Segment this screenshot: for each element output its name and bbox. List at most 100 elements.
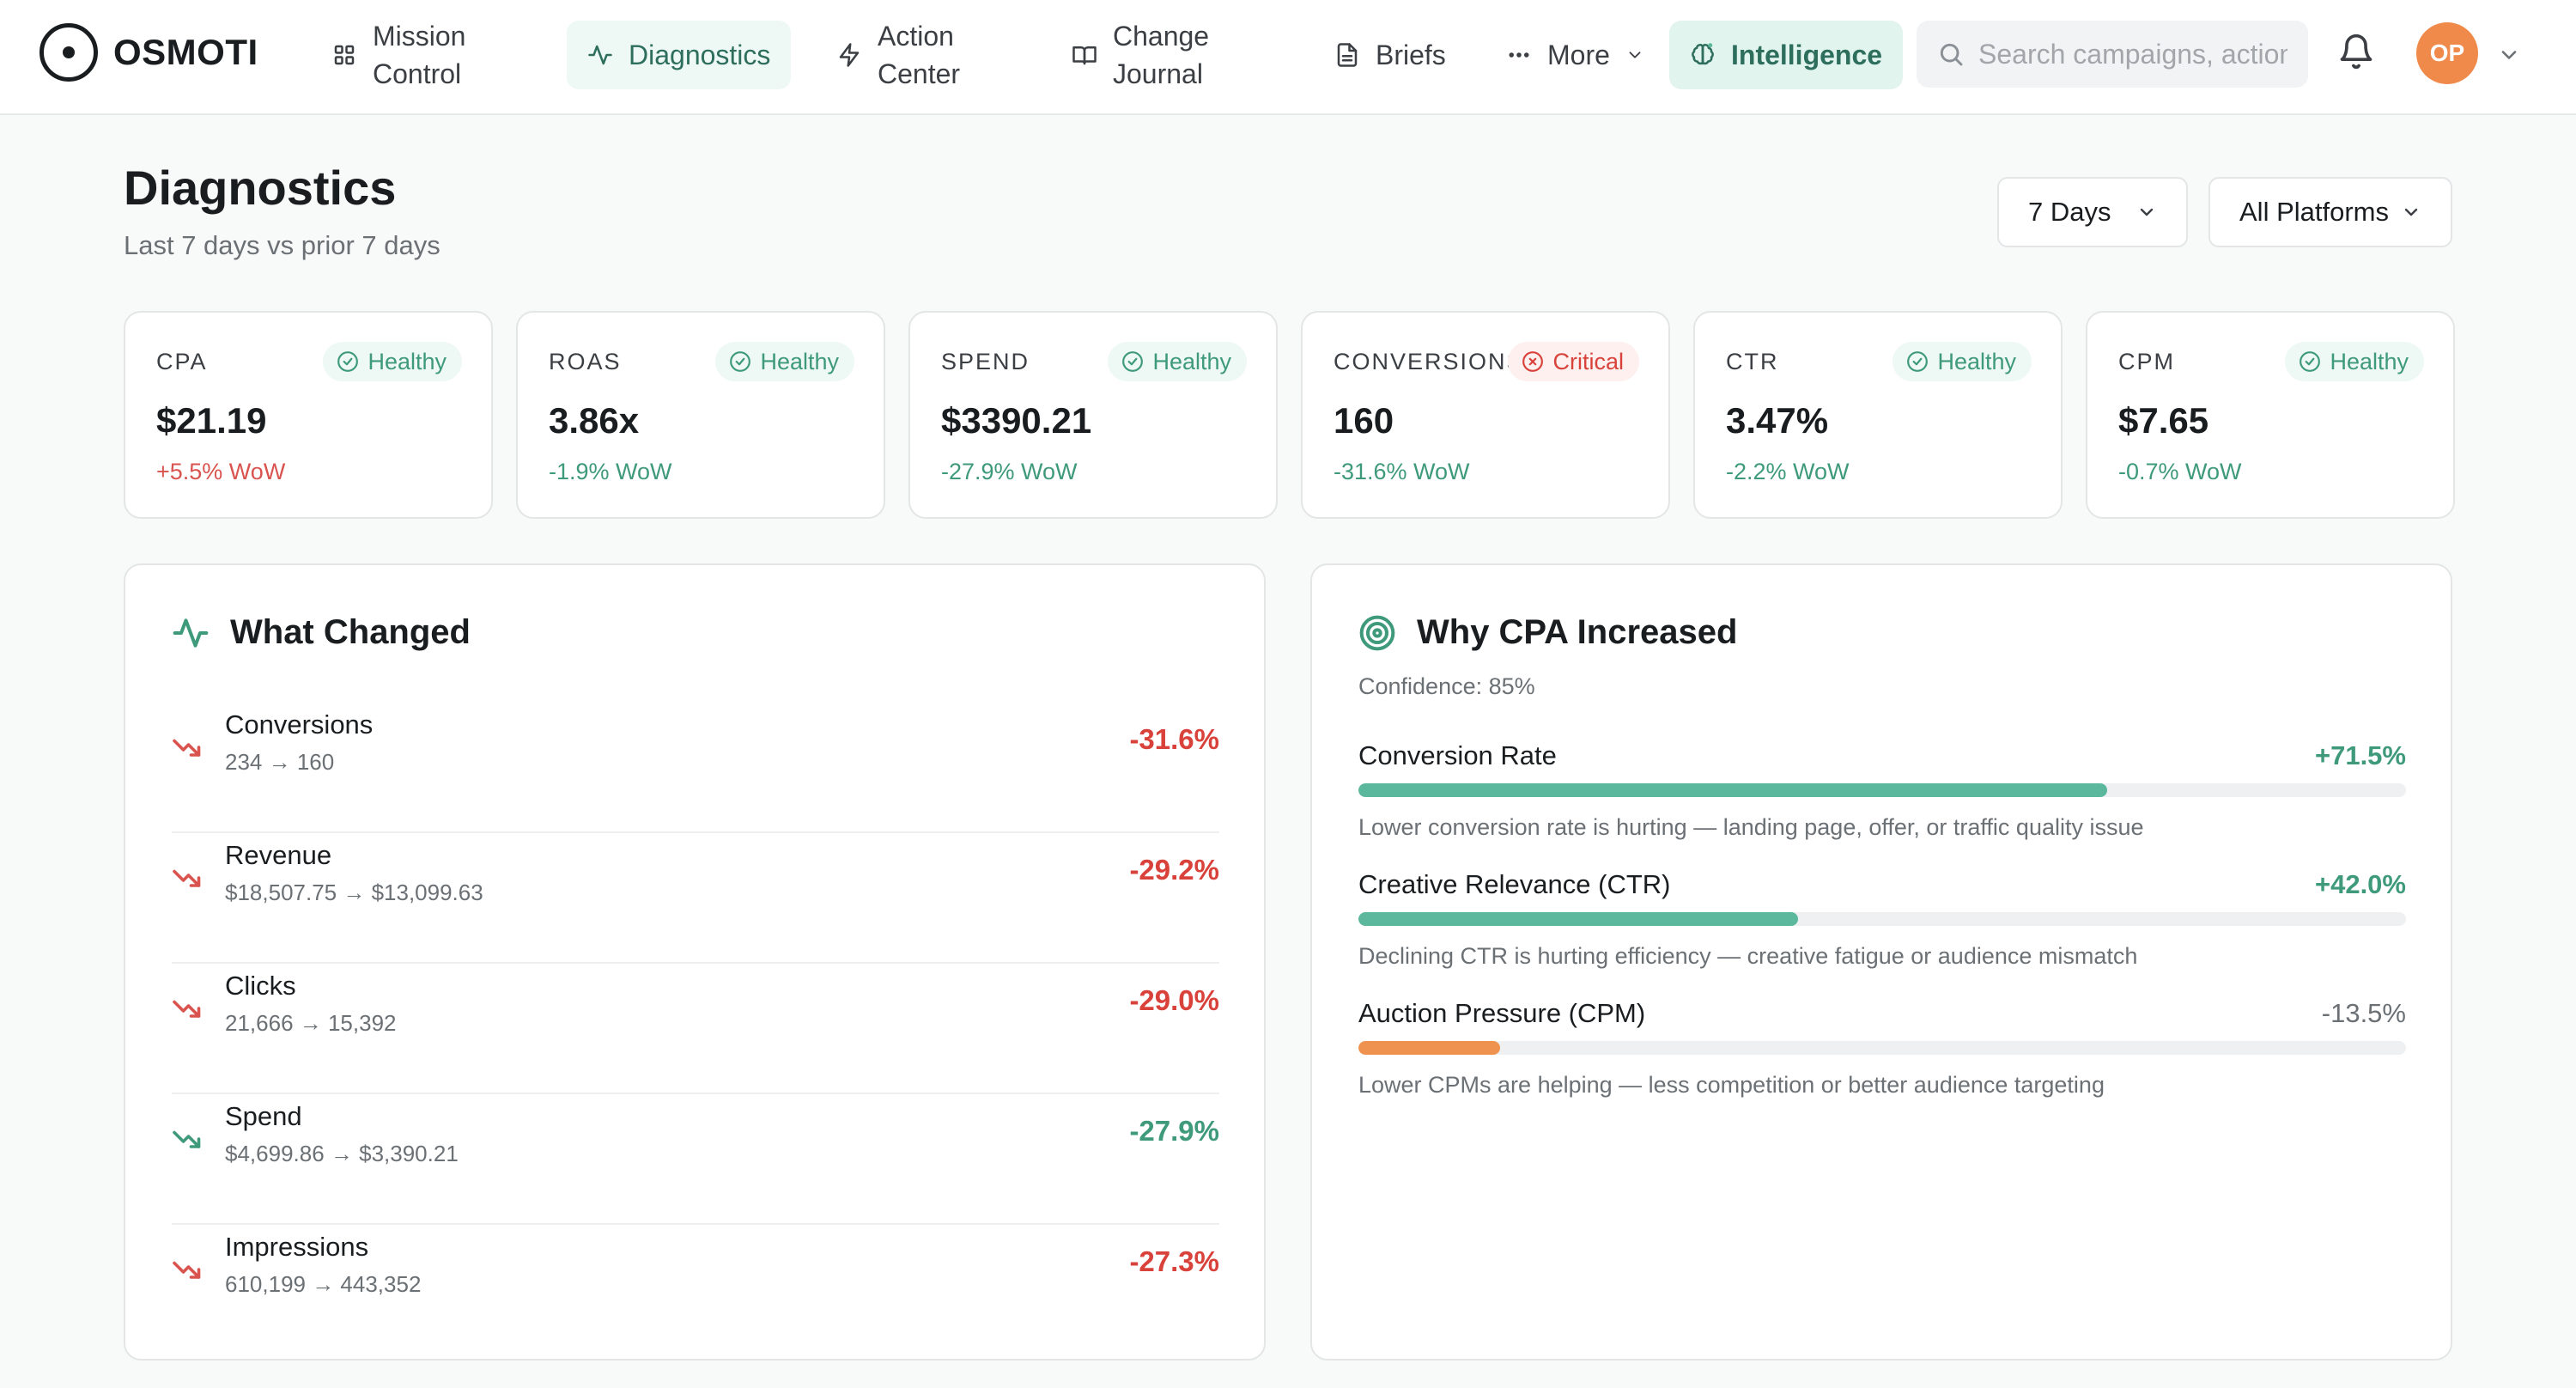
date-range-value: 7 Days [2028,197,2111,227]
book-open-icon [1072,46,1097,65]
metric-name: Revenue [225,840,332,870]
driver-bar-track [1358,912,2406,926]
driver-impact: +71.5% [2314,740,2406,770]
metric-name: Clicks [225,971,296,1001]
check-circle-icon [1122,351,1144,372]
status-text: Healthy [1937,348,2016,374]
nav-item-briefs[interactable]: Briefs [1314,21,1467,89]
kpi-label: CPA [156,349,208,374]
activity-icon [588,45,612,65]
metric-change: -29.2% [1129,854,1219,886]
search-icon [1940,43,1963,66]
logo-mark-icon [39,23,98,82]
cpa-driver: Conversion Rate +71.5% Lower conversion ra… [1358,740,2406,852]
nav-item-intelligence[interactable]: Intelligence [1669,21,1904,89]
kpi-value: 3.86x [549,400,640,441]
notifications-button[interactable] [2337,33,2379,74]
metric-change: -31.6% [1129,723,1219,755]
kpi-card-roas[interactable]: ROAS Healthy 3.86x -1.9% WoW [516,311,885,519]
driver-description: Lower conversion rate is hurting — landi… [1358,814,2144,840]
x-circle-icon [1522,351,1544,372]
trend-indicator [172,1123,203,1154]
more-horizontal-icon [1509,52,1529,58]
kpi-value: 3.47% [1726,400,1829,441]
status-text: Healthy [368,348,447,374]
change-row: Impressions 610,199 → 443,352 -27.3% [172,1225,1219,1355]
kpi-delta: -31.6% WoW [1334,459,1470,484]
change-row: Revenue $18,507.75 → $13,099.63 -29.2% [172,833,1219,964]
activity-icon [173,618,209,648]
cpa-driver: Auction Pressure (CPM) -13.5% Lower CPMs a… [1358,998,2406,1110]
top-nav: OSMOTI Mission Control Diagnostics Actio… [0,0,2576,115]
file-text-icon [1337,43,1358,67]
chevron-down-icon [2140,208,2154,216]
metric-name: Impressions [225,1232,369,1262]
trending-down-icon [173,739,201,757]
kpi-value: $21.19 [156,400,267,441]
page-title: Diagnostics [124,161,397,215]
kpi-card-spend[interactable]: SPEND Healthy $3390.21 -27.9% WoW [908,311,1278,519]
driver-description: Lower CPMs are helping — less competitio… [1358,1072,2105,1098]
search-input[interactable] [1978,38,2287,70]
change-row: Spend $4,699.86 → $3,390.21 -27.9% [172,1094,1219,1225]
panel-header: Why CPA Increased [1358,613,1737,652]
platform-select[interactable]: All Platforms [2208,177,2452,247]
driver-impact: -13.5% [2321,998,2406,1028]
avatar[interactable]: OP [2416,22,2478,84]
account-menu-toggle[interactable] [2497,43,2521,67]
check-circle-icon [1907,351,1929,372]
chevron-down-icon [2501,51,2517,59]
nav-item-mission-control[interactable]: Mission Control [311,21,513,89]
status-badge: Healthy [2285,342,2424,381]
nav-item-diagnostics[interactable]: Diagnostics [567,21,792,89]
trend-indicator [172,1254,203,1285]
nav-item-action-center[interactable]: Action Center [816,21,1018,89]
chevron-down-icon [1629,52,1641,58]
platform-value: All Platforms [2239,197,2389,227]
kpi-delta: -2.2% WoW [1726,459,1850,484]
change-row: Conversions 234 → 160 -31.6% [172,703,1219,833]
trending-down-icon [173,1000,201,1018]
change-row: Clicks 21,666 → 15,392 -29.0% [172,964,1219,1094]
metric-name: Spend [225,1101,302,1131]
nav-item-label: Action Center [878,21,961,89]
kpi-card-cpm[interactable]: CPM Healthy $7.65 -0.7% WoW [2086,311,2455,519]
kpi-card-ctr[interactable]: CTR Healthy 3.47% -2.2% WoW [1693,311,2063,519]
page-subtitle: Last 7 days vs prior 7 days [124,230,440,260]
kpi-label: ROAS [549,349,622,374]
trend-indicator [172,732,203,763]
target-icon [1359,615,1395,650]
metric-change: -27.3% [1129,1245,1219,1277]
nav-item-more[interactable]: More [1485,21,1665,89]
nav-item-label: Change Journal [1113,21,1210,89]
search-box[interactable] [1917,21,2308,88]
trending-down-icon [173,1261,201,1279]
status-badge: Healthy [1893,342,2032,381]
driver-impact: +42.0% [2314,869,2406,899]
confidence-label: Confidence: 85% [1358,673,1535,699]
panel-title: Why CPA Increased [1417,613,1738,651]
kpi-label: CTR [1726,349,1779,374]
bell-icon [2340,33,2372,69]
status-badge: Healthy [715,342,854,381]
nav-item-label: Diagnostics [629,40,771,70]
driver-name: Creative Relevance (CTR) [1358,869,1671,899]
kpi-card-conversions[interactable]: CONVERSIONS Critical 160 -31.6% WoW [1301,311,1670,519]
nav-item-label: Intelligence [1731,40,1883,70]
brand-name: OSMOTI [113,32,258,72]
date-range-select[interactable]: 7 Days [1997,177,2188,247]
driver-bar-track [1358,1041,2406,1055]
kpi-label: CONVERSIONS [1334,349,1524,374]
cpa-driver: Creative Relevance (CTR) +42.0% Declining … [1358,869,2406,981]
trending-down-icon [173,1130,201,1148]
driver-bar-track [1358,783,2406,797]
metric-change: -27.9% [1129,1115,1219,1147]
status-badge: Healthy [1108,342,1247,381]
driver-bar-fill [1358,1041,1500,1055]
panel-title: What Changed [230,613,471,651]
kpi-card-cpa[interactable]: CPA Healthy $21.19 +5.5% WoW [124,311,493,519]
nav-item-change-journal[interactable]: Change Journal [1051,21,1254,89]
status-text: Healthy [760,348,839,374]
brand-logo[interactable]: OSMOTI [39,23,258,82]
kpi-delta: -27.9% WoW [941,459,1078,484]
